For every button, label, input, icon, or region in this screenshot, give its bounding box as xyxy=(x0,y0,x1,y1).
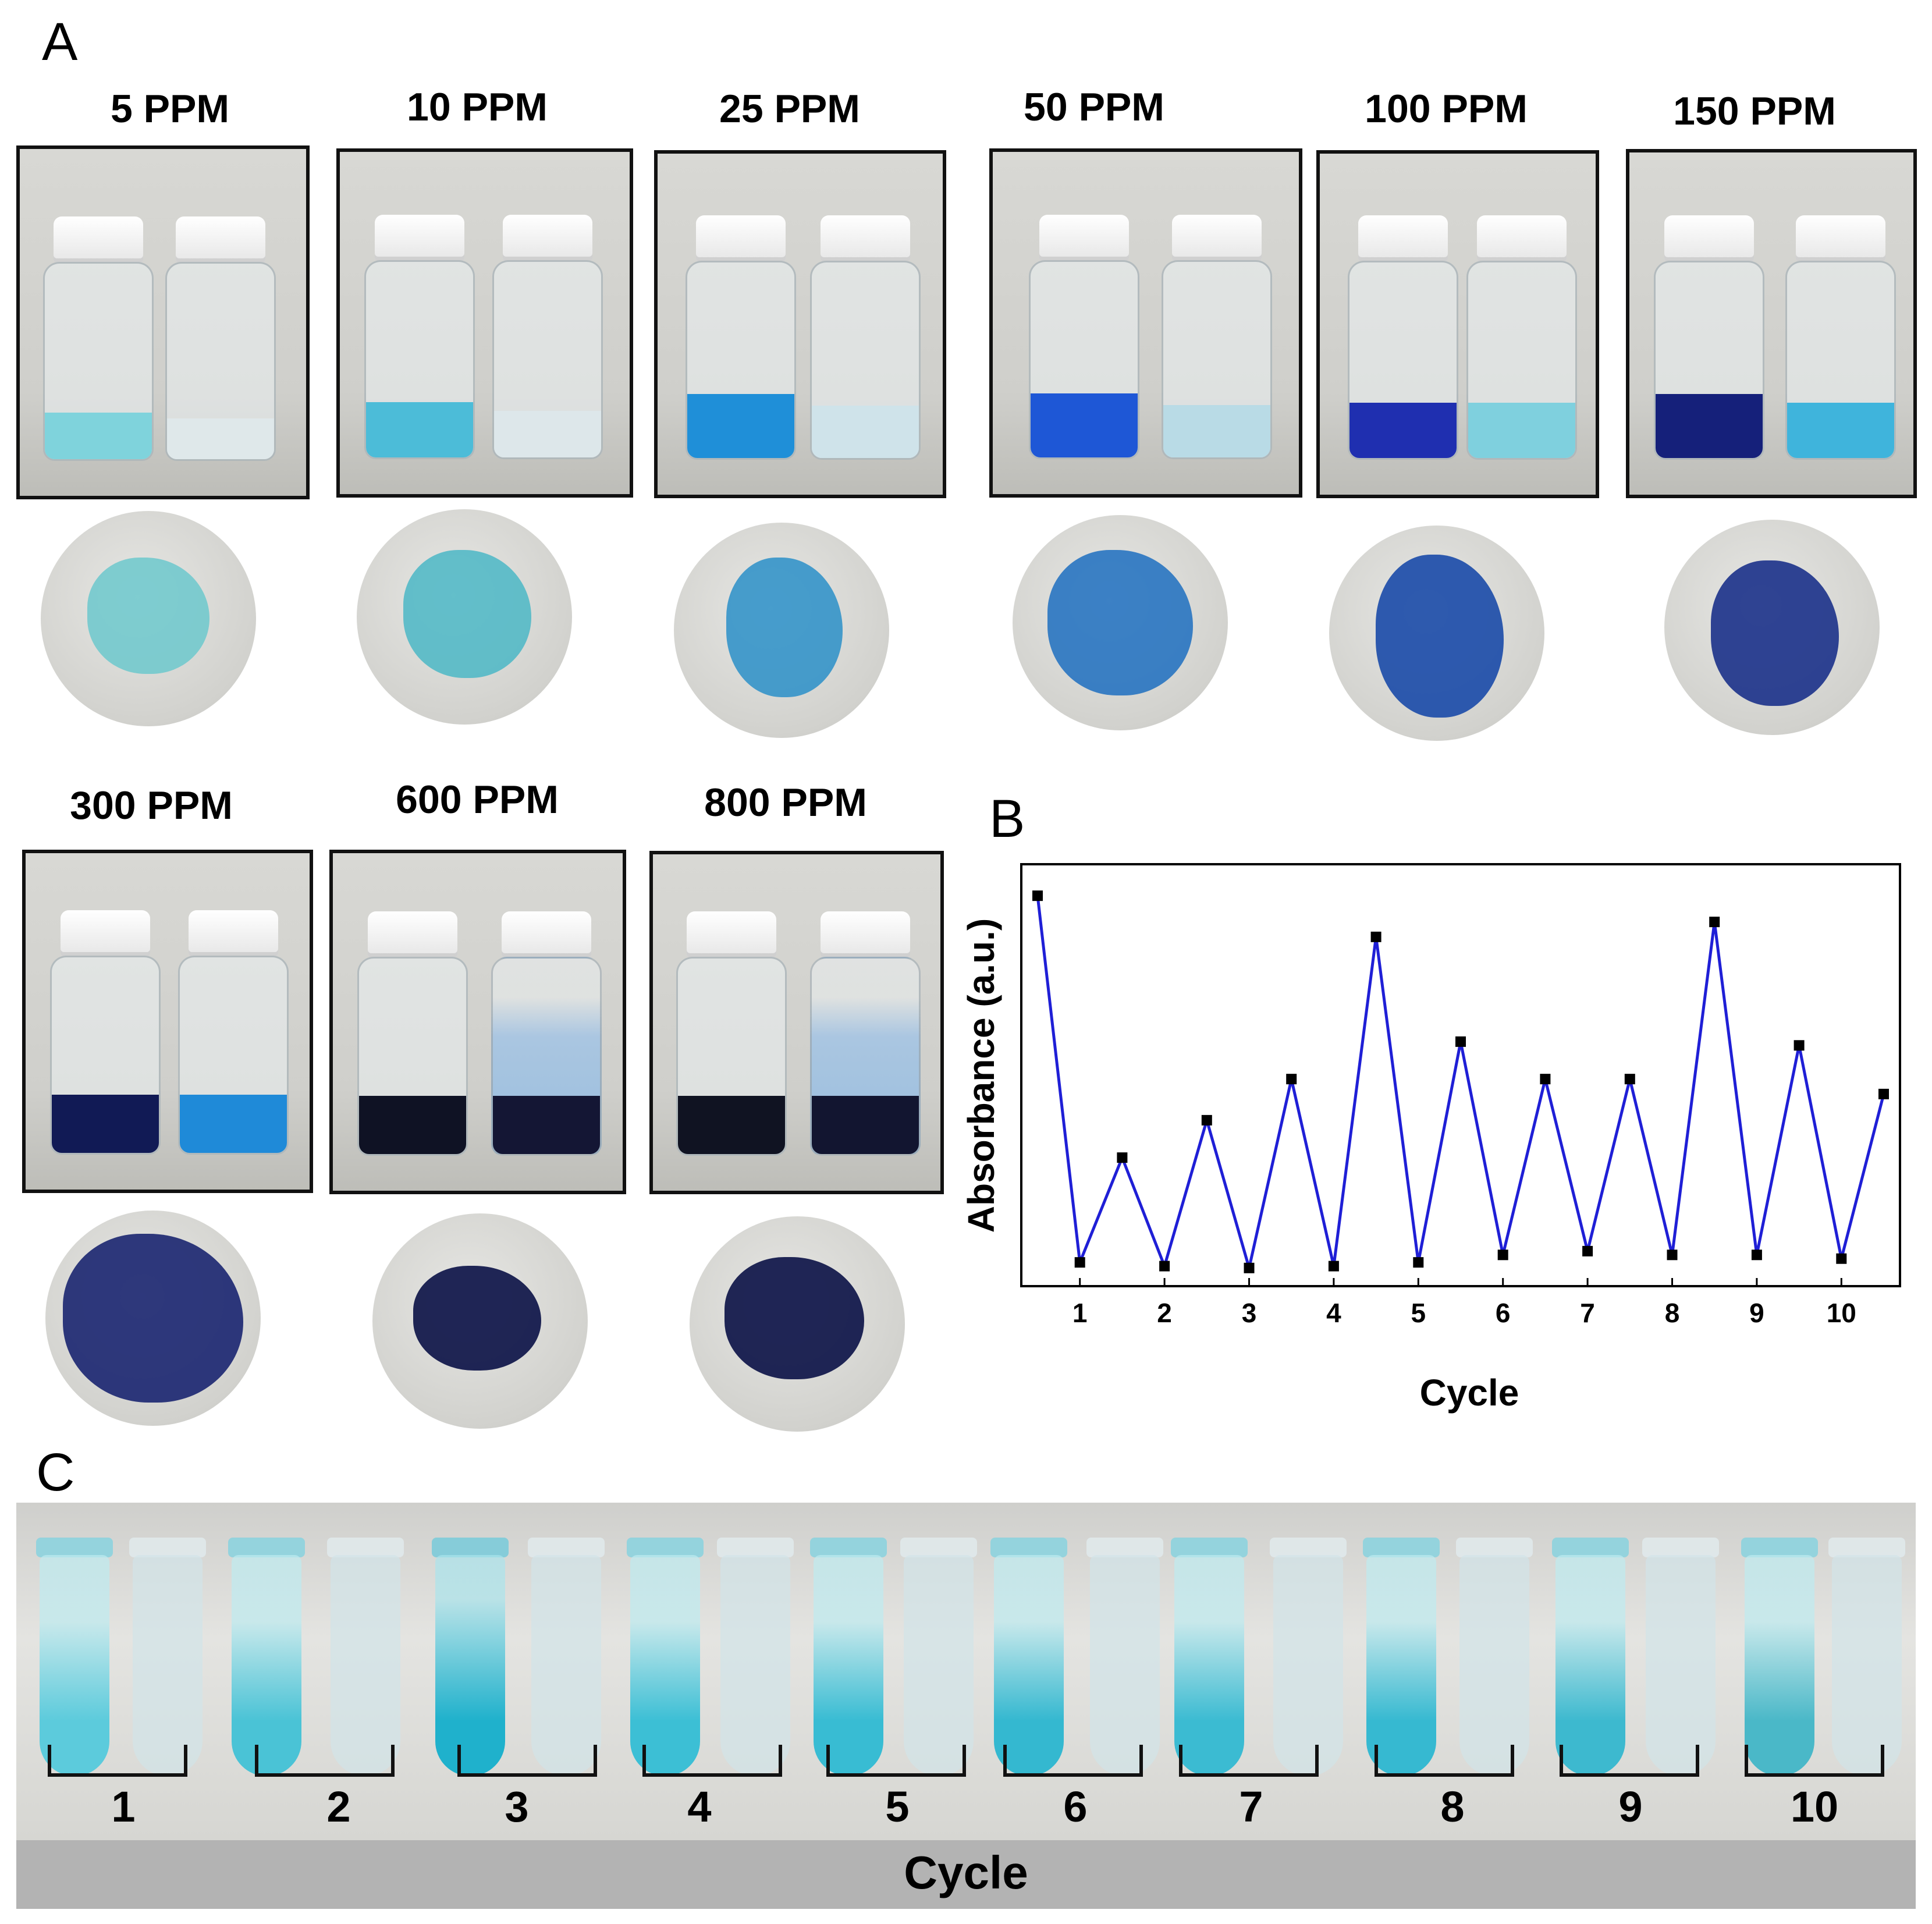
x-tick-label: 9 xyxy=(1749,1298,1764,1328)
x-tick-label: 4 xyxy=(1326,1298,1341,1328)
fiber-sample-5ppm xyxy=(41,511,256,726)
data-point xyxy=(1117,1152,1127,1163)
vial-photo-300ppm xyxy=(22,850,313,1193)
vial-photo-5ppm xyxy=(16,145,310,499)
fiber-sample-600ppm xyxy=(372,1213,588,1429)
data-point xyxy=(1371,932,1381,942)
cycle-bracket xyxy=(1375,1745,1514,1777)
concentration-label: 300 PPM xyxy=(6,783,297,828)
vial-photo-50ppm xyxy=(989,148,1302,498)
data-point xyxy=(1159,1261,1170,1272)
data-point xyxy=(1329,1261,1339,1272)
vial-photo-10ppm xyxy=(336,148,633,498)
fiber-sample-25ppm xyxy=(674,523,889,738)
cycle-bracket xyxy=(255,1745,395,1777)
concentration-label: 10 PPM xyxy=(332,84,623,130)
cycle-bracket xyxy=(1745,1745,1884,1777)
concentration-label: 600 PPM xyxy=(332,777,623,822)
vial-photo-25ppm xyxy=(654,150,946,498)
data-point xyxy=(1752,1249,1762,1260)
concentration-label: 800 PPM xyxy=(640,780,931,825)
plot-frame xyxy=(1021,864,1900,1286)
data-point xyxy=(1709,917,1720,927)
data-point xyxy=(1202,1115,1212,1126)
cycle-number: 8 xyxy=(1394,1782,1511,1831)
x-tick-label: 6 xyxy=(1496,1298,1511,1328)
data-point xyxy=(1836,1254,1846,1264)
cycle-number: 7 xyxy=(1193,1782,1309,1831)
concentration-label: 25 PPM xyxy=(644,86,935,132)
cycle-number: 6 xyxy=(1017,1782,1134,1831)
y-axis-label: Absorbance (a.u.) xyxy=(960,918,1002,1233)
cycle-bracket xyxy=(457,1745,597,1777)
panel-a-letter: A xyxy=(42,12,77,73)
data-point xyxy=(1667,1249,1678,1260)
x-tick-label: 7 xyxy=(1580,1298,1595,1328)
cycle-axis-title: Cycle xyxy=(0,1846,1932,1900)
fiber-sample-150ppm xyxy=(1664,520,1880,735)
cycle-number: 5 xyxy=(839,1782,956,1831)
fiber-sample-300ppm xyxy=(45,1211,261,1426)
cycle-bracket xyxy=(1560,1745,1699,1777)
data-point xyxy=(1455,1036,1466,1047)
concentration-label: 100 PPM xyxy=(1301,86,1592,132)
absorbance-chart: Absorbance (a.u.) Cycle 1 2 3 4 5 6 7 8 9 10 xyxy=(943,797,1920,1443)
x-tick-label: 5 xyxy=(1411,1298,1426,1328)
concentration-label: 50 PPM xyxy=(949,84,1240,130)
fiber-sample-50ppm xyxy=(1013,515,1228,730)
x-tick-label: 3 xyxy=(1242,1298,1257,1328)
data-point xyxy=(1540,1074,1550,1084)
cycle-number: 4 xyxy=(641,1782,758,1831)
data-point xyxy=(1286,1074,1297,1084)
concentration-label: 5 PPM xyxy=(24,86,315,132)
data-point xyxy=(1413,1257,1423,1268)
cycle-bracket xyxy=(826,1745,966,1777)
fiber-sample-100ppm xyxy=(1329,526,1544,741)
vial-photo-600ppm xyxy=(329,850,626,1194)
data-point xyxy=(1625,1074,1635,1084)
cycle-number: 3 xyxy=(459,1782,575,1831)
panel-c-letter: C xyxy=(36,1442,74,1503)
fiber-sample-800ppm xyxy=(690,1216,905,1432)
data-point xyxy=(1075,1257,1085,1268)
cycle-bracket xyxy=(1003,1745,1143,1777)
cycle-number: 1 xyxy=(65,1782,182,1831)
cycle-number: 2 xyxy=(280,1782,397,1831)
vial-photo-150ppm xyxy=(1626,149,1917,498)
data-point xyxy=(1794,1040,1805,1050)
x-tick-label: 8 xyxy=(1665,1298,1680,1328)
absorbance-series-line xyxy=(1038,896,1884,1268)
x-tick-label: 10 xyxy=(1827,1298,1856,1328)
fiber-sample-10ppm xyxy=(357,509,572,725)
x-tick-label: 2 xyxy=(1157,1298,1172,1328)
x-axis-label: Cycle xyxy=(1420,1372,1519,1414)
data-point xyxy=(1244,1263,1255,1273)
cycle-number: 10 xyxy=(1756,1782,1873,1831)
concentration-label: 150 PPM xyxy=(1609,88,1900,134)
data-point xyxy=(1582,1246,1593,1256)
vial-photo-800ppm xyxy=(649,851,944,1194)
cycle-number: 9 xyxy=(1572,1782,1689,1831)
data-point xyxy=(1878,1089,1889,1099)
cycle-bracket xyxy=(642,1745,782,1777)
data-point xyxy=(1498,1249,1508,1260)
cycle-bracket xyxy=(48,1745,187,1777)
vial-photo-100ppm xyxy=(1316,150,1599,498)
x-tick-label: 1 xyxy=(1072,1298,1088,1328)
cycle-bracket xyxy=(1179,1745,1319,1777)
data-point xyxy=(1032,890,1043,901)
